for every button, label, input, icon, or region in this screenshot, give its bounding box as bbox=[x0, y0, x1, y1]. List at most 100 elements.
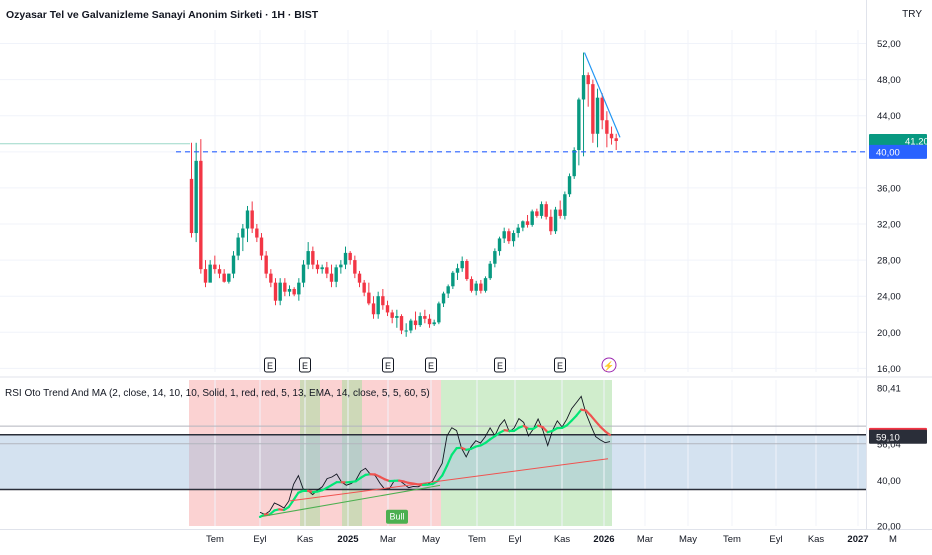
candle-body bbox=[582, 75, 585, 99]
x-tick-label: Tem bbox=[206, 534, 224, 545]
x-tick-label: Eyl bbox=[769, 534, 782, 545]
candle-body bbox=[278, 283, 281, 301]
candle-body bbox=[236, 238, 239, 256]
candle-body bbox=[540, 204, 543, 216]
candle-body bbox=[330, 274, 333, 282]
candle-body bbox=[367, 293, 370, 304]
candle-body bbox=[250, 210, 253, 228]
candle-body bbox=[288, 289, 291, 292]
x-tick-label: 2025 bbox=[337, 534, 359, 545]
candle-body bbox=[199, 161, 202, 269]
candle-body bbox=[572, 150, 575, 176]
earnings-marker-label: E bbox=[428, 361, 434, 371]
x-tick-label: 2026 bbox=[593, 534, 614, 545]
candle-body bbox=[292, 289, 295, 294]
price-tick-label: 24,00 bbox=[877, 292, 901, 303]
candle-body bbox=[428, 319, 431, 324]
candle-body bbox=[232, 256, 235, 274]
candle-body bbox=[535, 211, 538, 216]
indicator-tick-label: 40,00 bbox=[877, 476, 901, 487]
candle-body bbox=[451, 273, 454, 287]
candle-body bbox=[479, 284, 482, 291]
candle-body bbox=[596, 98, 599, 134]
candle-body bbox=[255, 229, 258, 238]
candle-body bbox=[339, 265, 342, 268]
candle-body bbox=[605, 120, 608, 134]
candle-body bbox=[260, 238, 263, 256]
candle-body bbox=[493, 251, 496, 264]
currency-label[interactable]: TRY bbox=[902, 9, 922, 20]
dividend-marker-label: ⚡ bbox=[603, 360, 614, 372]
candle-body bbox=[484, 278, 487, 291]
candle-body bbox=[512, 233, 515, 241]
candle-body bbox=[381, 296, 384, 305]
x-tick-label: Kas bbox=[554, 534, 571, 545]
price-tick-label: 36,00 bbox=[877, 183, 901, 194]
candle-body bbox=[586, 75, 589, 84]
candle-body bbox=[432, 322, 435, 324]
candle-body bbox=[395, 316, 398, 318]
chart-title: Ozyasar Tel ve Galvanizleme Sanayi Anoni… bbox=[6, 9, 318, 21]
candle-body bbox=[568, 176, 571, 194]
candle-body bbox=[409, 321, 412, 331]
candle-body bbox=[241, 229, 244, 238]
candle-body bbox=[213, 265, 216, 270]
x-tick-label: Mar bbox=[380, 534, 396, 545]
candle-body bbox=[465, 261, 468, 279]
candle-body bbox=[558, 210, 561, 216]
candle-body bbox=[614, 138, 617, 141]
earnings-marker-label: E bbox=[302, 361, 308, 371]
candle-body bbox=[446, 286, 449, 293]
candle-body bbox=[218, 269, 221, 274]
candle-body bbox=[362, 283, 365, 293]
indicator-tick-label: 20,00 bbox=[877, 522, 901, 533]
indicator-name[interactable]: RSI Oto Trend And MA (2, close, 14, 10, … bbox=[5, 388, 430, 399]
indicator-tick-label: 80,41 bbox=[877, 384, 901, 395]
bull-signal-label: Bull bbox=[389, 512, 404, 522]
candle-body bbox=[344, 253, 347, 265]
candle-body bbox=[386, 305, 389, 312]
candle-body bbox=[577, 99, 580, 150]
candle-body bbox=[456, 268, 459, 273]
candle-body bbox=[460, 261, 463, 268]
candle-body bbox=[526, 221, 529, 225]
level-tag: 40,00 bbox=[876, 147, 900, 158]
candle-body bbox=[348, 253, 351, 260]
x-tick-label: Kas bbox=[808, 534, 825, 545]
candle-body bbox=[316, 265, 319, 270]
candle-body bbox=[306, 251, 309, 265]
x-tick-label: Tem bbox=[468, 534, 486, 545]
candle-body bbox=[400, 316, 403, 330]
rsi-band bbox=[0, 435, 867, 490]
candle-body bbox=[600, 98, 603, 121]
candle-body bbox=[414, 321, 417, 326]
candle-body bbox=[470, 279, 473, 291]
candle-body bbox=[246, 210, 249, 228]
candle-body bbox=[325, 267, 328, 273]
candle-body bbox=[549, 217, 552, 231]
x-tick-label: Eyl bbox=[508, 534, 521, 545]
candle-body bbox=[227, 274, 230, 282]
candle-body bbox=[591, 84, 594, 134]
candle-body bbox=[269, 274, 272, 283]
earnings-marker-label: E bbox=[557, 361, 563, 371]
x-tick-label: Mar bbox=[637, 534, 653, 545]
candle-body bbox=[498, 238, 501, 251]
candle-body bbox=[507, 231, 510, 241]
x-tick-label: M bbox=[889, 534, 897, 545]
candle-body bbox=[516, 228, 519, 233]
candle-body bbox=[502, 231, 505, 238]
candle-body bbox=[563, 194, 566, 216]
candle-body bbox=[302, 265, 305, 283]
candle-body bbox=[544, 204, 547, 217]
candle-body bbox=[423, 316, 426, 319]
candle-body bbox=[372, 303, 375, 314]
x-tick-label: Tem bbox=[723, 534, 741, 545]
earnings-marker-label: E bbox=[267, 361, 273, 371]
price-tick-label: 48,00 bbox=[877, 75, 901, 86]
earnings-marker-label: E bbox=[385, 361, 391, 371]
candle-body bbox=[264, 256, 267, 274]
earnings-marker-label: E bbox=[497, 361, 503, 371]
candle-body bbox=[334, 267, 337, 281]
